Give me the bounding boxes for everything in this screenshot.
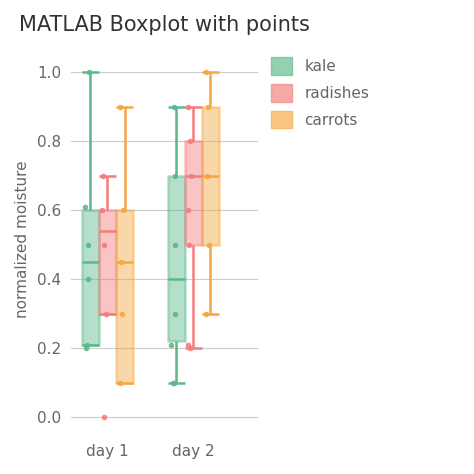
Point: [85, 69, 92, 76]
Bar: [202, 107, 219, 245]
Point: [117, 258, 125, 266]
Point: [118, 310, 126, 318]
Point: [100, 413, 108, 421]
Point: [186, 344, 193, 352]
Point: [170, 103, 177, 111]
Point: [185, 341, 192, 348]
Point: [82, 203, 89, 210]
Bar: [82, 210, 99, 345]
Point: [169, 379, 176, 386]
Point: [102, 310, 109, 318]
Point: [184, 207, 192, 214]
Point: [203, 172, 211, 180]
Point: [204, 103, 211, 111]
Point: [188, 172, 195, 180]
Point: [170, 379, 178, 386]
Point: [84, 241, 92, 248]
Point: [100, 172, 107, 180]
Point: [99, 207, 106, 214]
Point: [85, 275, 92, 283]
Point: [186, 137, 193, 145]
Point: [116, 379, 123, 386]
Point: [100, 241, 108, 248]
Legend: kale, radishes, carrots: kale, radishes, carrots: [266, 53, 374, 133]
Bar: [167, 176, 185, 341]
Bar: [99, 210, 116, 314]
Bar: [185, 141, 202, 245]
Point: [202, 310, 210, 318]
Point: [119, 207, 127, 214]
Point: [83, 341, 91, 348]
Y-axis label: normalized moisture: normalized moisture: [15, 161, 30, 319]
Point: [202, 69, 210, 76]
Point: [82, 344, 90, 352]
Point: [185, 241, 193, 248]
Title: MATLAB Boxplot with points: MATLAB Boxplot with points: [19, 15, 310, 35]
Bar: [116, 210, 133, 383]
Point: [185, 103, 192, 111]
Point: [171, 241, 179, 248]
Point: [171, 172, 179, 180]
Point: [205, 241, 213, 248]
Point: [171, 310, 178, 318]
Point: [167, 341, 175, 348]
Point: [117, 103, 124, 111]
